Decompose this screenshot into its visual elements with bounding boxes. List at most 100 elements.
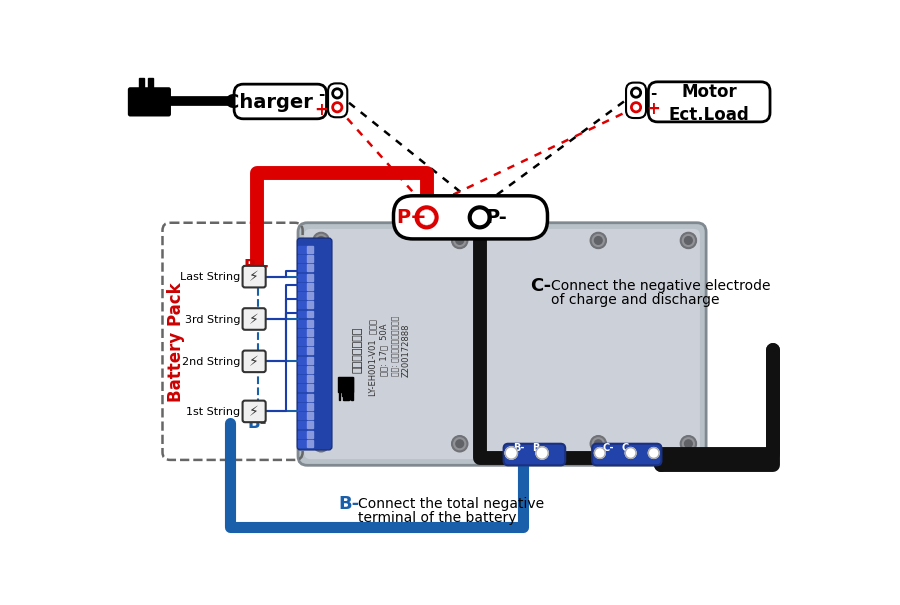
Bar	[139, 78, 144, 91]
Text: ⚡: ⚡	[249, 313, 259, 327]
Bar	[298, 246, 307, 253]
FancyBboxPatch shape	[304, 229, 700, 459]
Circle shape	[680, 233, 696, 248]
Bar	[298, 394, 307, 401]
Bar	[307, 375, 313, 382]
Text: Connect the total negative: Connect the total negative	[358, 497, 544, 511]
Circle shape	[318, 440, 325, 448]
Text: C-: C-	[621, 443, 633, 453]
Circle shape	[456, 440, 464, 448]
Bar	[307, 422, 313, 428]
Text: 1st String: 1st String	[186, 407, 240, 417]
Bar	[298, 329, 307, 336]
FancyBboxPatch shape	[328, 83, 347, 117]
Text: Last String: Last String	[180, 272, 240, 283]
Bar	[307, 301, 313, 308]
Circle shape	[680, 436, 696, 451]
Bar	[307, 412, 313, 419]
Text: 凌力电池保护板: 凌力电池保护板	[352, 327, 363, 373]
Text: Motor
Ect.Load: Motor Ect.Load	[669, 83, 750, 123]
Circle shape	[505, 447, 518, 459]
Bar	[298, 320, 307, 327]
Bar	[307, 329, 313, 336]
FancyBboxPatch shape	[243, 401, 266, 422]
FancyBboxPatch shape	[504, 443, 565, 465]
Text: 3rd String: 3rd String	[184, 315, 240, 325]
Text: 适用: 三轮电动车储能逆变器: 适用: 三轮电动车储能逆变器	[392, 316, 400, 376]
Circle shape	[419, 211, 434, 224]
Text: B+: B+	[244, 258, 271, 276]
Text: -: -	[650, 86, 656, 101]
Circle shape	[595, 237, 602, 244]
Bar	[298, 366, 307, 373]
Bar	[307, 283, 313, 290]
FancyBboxPatch shape	[243, 350, 266, 372]
FancyBboxPatch shape	[648, 82, 770, 122]
Text: LY-EH001-V01  三元锂: LY-EH001-V01 三元锂	[368, 319, 377, 396]
FancyBboxPatch shape	[243, 266, 266, 287]
Bar	[307, 384, 313, 391]
Text: terminal of the battery: terminal of the battery	[358, 511, 517, 525]
Circle shape	[318, 237, 325, 244]
Text: B-: B-	[248, 414, 267, 432]
Bar	[298, 375, 307, 382]
Bar	[298, 283, 307, 290]
Bar	[307, 246, 313, 253]
Text: ⚡: ⚡	[249, 355, 259, 369]
Circle shape	[419, 211, 434, 224]
FancyBboxPatch shape	[243, 308, 266, 330]
Bar	[307, 440, 313, 447]
Bar	[307, 431, 313, 437]
Text: 型号: 17串  50A: 型号: 17串 50A	[380, 324, 389, 376]
Bar	[307, 338, 313, 345]
Text: +: +	[314, 100, 328, 119]
Text: P+: P+	[396, 208, 427, 227]
Circle shape	[452, 233, 467, 248]
Text: P-: P-	[485, 208, 507, 227]
Circle shape	[595, 440, 602, 448]
Text: C-: C-	[530, 277, 552, 295]
Text: of charge and discharge: of charge and discharge	[551, 293, 719, 307]
Bar	[307, 264, 313, 271]
Bar	[298, 264, 307, 271]
Bar	[298, 357, 307, 364]
Bar	[307, 310, 313, 318]
Text: Z200172888: Z200172888	[401, 323, 410, 376]
Text: Battery Pack: Battery Pack	[167, 283, 185, 402]
Text: +: +	[646, 100, 660, 118]
Bar	[307, 366, 313, 373]
Bar	[307, 255, 313, 262]
Circle shape	[595, 448, 605, 459]
Bar	[298, 403, 307, 410]
Bar	[307, 273, 313, 281]
Bar	[307, 320, 313, 327]
Text: B-: B-	[532, 443, 544, 453]
Circle shape	[456, 237, 464, 244]
Bar	[307, 394, 313, 401]
FancyBboxPatch shape	[393, 196, 547, 239]
Bar	[298, 310, 307, 318]
Circle shape	[536, 447, 548, 459]
Bar	[298, 338, 307, 345]
Bar	[148, 78, 153, 91]
Circle shape	[313, 233, 328, 248]
Text: Charger: Charger	[225, 93, 312, 112]
Bar	[298, 440, 307, 447]
Bar	[307, 357, 313, 364]
FancyBboxPatch shape	[128, 87, 171, 117]
Bar	[298, 301, 307, 308]
FancyBboxPatch shape	[592, 443, 662, 465]
Text: -: -	[318, 88, 324, 102]
FancyBboxPatch shape	[626, 83, 646, 118]
Circle shape	[626, 448, 636, 459]
Circle shape	[685, 237, 692, 244]
Bar	[298, 384, 307, 391]
Bar	[298, 412, 307, 419]
FancyBboxPatch shape	[298, 223, 706, 465]
Text: C-: C-	[603, 443, 615, 453]
Bar	[298, 422, 307, 428]
Circle shape	[590, 233, 606, 248]
FancyBboxPatch shape	[297, 238, 332, 450]
Circle shape	[452, 436, 467, 451]
Bar	[307, 292, 313, 299]
